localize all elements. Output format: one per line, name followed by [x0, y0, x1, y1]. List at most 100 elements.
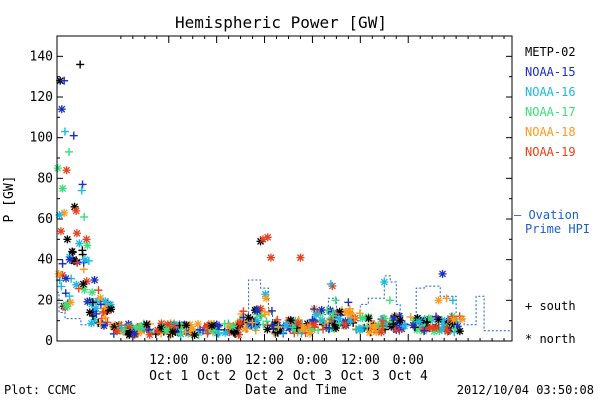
data-point-north [163, 320, 172, 329]
marker-stroke [396, 316, 404, 324]
marker-stroke [244, 313, 252, 321]
data-point-north [247, 319, 256, 328]
marker-stroke [299, 325, 307, 333]
marker-stroke [311, 321, 319, 329]
legend-satellite-label: NOAA-19 [525, 145, 576, 159]
legend-south-label: + south [525, 299, 576, 313]
marker-stroke [87, 319, 95, 327]
data-point-south [326, 280, 335, 289]
marker-stroke [194, 320, 202, 328]
data-point-south [346, 318, 355, 327]
data-point-south [214, 321, 223, 330]
data-point-north [377, 328, 386, 337]
data-point-south [248, 318, 257, 327]
data-point-south [262, 317, 271, 326]
data-point-north [62, 166, 71, 175]
data-point-north [449, 315, 458, 324]
marker-stroke [438, 326, 446, 334]
marker-stroke [59, 185, 67, 192]
data-point-south [76, 60, 85, 69]
data-point-north [296, 253, 305, 262]
data-point-north [346, 308, 355, 317]
data-point-south [80, 212, 89, 221]
data-point-north [331, 324, 340, 333]
x-axis-label: Date and Time [245, 383, 347, 398]
marker-stroke [263, 326, 271, 333]
marker-stroke [81, 256, 89, 264]
data-point-south [60, 127, 69, 136]
data-point-north [137, 322, 146, 331]
marker-stroke [264, 233, 272, 241]
marker-stroke [377, 328, 385, 336]
data-point-south [96, 319, 105, 328]
plot-frame [56, 35, 513, 342]
marker-stroke [72, 281, 80, 289]
x-tick-day-label: Oct 3 [341, 369, 380, 384]
data-point-north [63, 235, 72, 244]
data-point-south [117, 323, 126, 332]
legend-satellite-label: NOAA-17 [525, 105, 576, 119]
data-point-north [88, 288, 97, 297]
marker-stroke [435, 296, 443, 304]
data-point-south [229, 328, 238, 337]
legend-satellite-label: METP-02 [525, 45, 576, 59]
data-point-north [79, 280, 88, 289]
marker-stroke [138, 323, 146, 331]
data-point-north [90, 276, 99, 284]
marker-stroke [229, 323, 237, 330]
data-point-north [142, 320, 151, 329]
data-point-north [168, 327, 177, 336]
data-point-south [78, 246, 87, 255]
marker-stroke [359, 314, 367, 322]
data-point-south [389, 320, 398, 329]
data-point-south [344, 298, 353, 307]
data-point-north [63, 302, 72, 311]
marker-stroke [392, 325, 400, 333]
marker-stroke [306, 330, 314, 338]
marker-stroke [439, 270, 447, 278]
data-point-north [310, 320, 319, 329]
data-point-south [57, 282, 66, 291]
marker-stroke [318, 316, 326, 324]
legend-satellite-label: NOAA-16 [525, 85, 576, 99]
data-point-north [193, 320, 202, 329]
data-point-north [85, 308, 94, 317]
marker-stroke [365, 314, 373, 322]
data-point-south [203, 329, 212, 338]
marker-stroke [208, 322, 216, 330]
data-point-south [432, 312, 441, 321]
marker-stroke [91, 276, 98, 284]
footer-timestamp: 2012/10/04 03:50:08 [457, 383, 594, 397]
x-tick-time-label: 12:00 [341, 353, 380, 368]
data-point-south [214, 329, 223, 338]
marker-stroke [409, 321, 417, 329]
marker-stroke [88, 288, 96, 296]
x-tick-time-label: 12:00 [149, 353, 188, 368]
data-point-north [80, 255, 89, 264]
data-point-north [130, 329, 139, 338]
data-point-south [196, 325, 205, 334]
data-point-north [65, 255, 74, 264]
y-axis-label: P [GW] [2, 176, 17, 223]
marker-stroke [54, 164, 62, 172]
data-point-south [65, 292, 74, 301]
data-point-north [87, 319, 96, 328]
data-point-south [176, 329, 185, 338]
data-point-north [409, 321, 418, 330]
marker-stroke [415, 317, 423, 325]
marker-stroke [434, 315, 442, 323]
ovation-hpi-layer [57, 275, 512, 336]
data-point-north [380, 278, 389, 287]
data-point-north [299, 324, 308, 333]
legend: METP-02 NOAA-15 NOAA-16 NOAA-17 NOAA-18 NOAA-… [514, 45, 590, 346]
footer-plot-label: Plot: CCMC [4, 383, 76, 397]
data-point-north [72, 206, 81, 215]
marker-stroke [96, 294, 104, 302]
data-point-south [378, 322, 387, 331]
marker-stroke [113, 327, 121, 335]
data-point-north [356, 325, 365, 334]
data-point-north [396, 316, 405, 325]
marker-stroke [458, 315, 466, 323]
data-point-north [415, 317, 424, 326]
data-point-north [145, 330, 154, 339]
